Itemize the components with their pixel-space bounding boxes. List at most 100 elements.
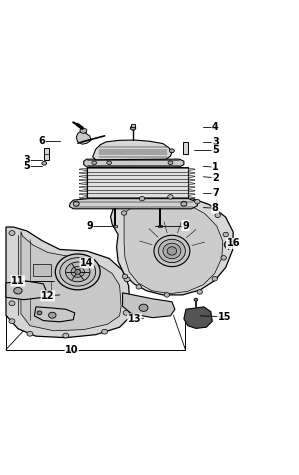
Ellipse shape <box>168 161 173 164</box>
Polygon shape <box>79 190 87 192</box>
Ellipse shape <box>121 211 127 215</box>
Ellipse shape <box>158 239 185 263</box>
Ellipse shape <box>123 311 129 315</box>
Polygon shape <box>76 132 91 144</box>
Ellipse shape <box>195 200 200 204</box>
Text: 8: 8 <box>212 203 219 213</box>
Text: 1: 1 <box>212 162 219 172</box>
Bar <box>158 225 162 227</box>
Polygon shape <box>21 231 121 331</box>
Text: 6: 6 <box>39 136 45 146</box>
Ellipse shape <box>48 312 56 318</box>
Ellipse shape <box>181 201 187 206</box>
Polygon shape <box>123 293 175 318</box>
Text: 7: 7 <box>212 188 219 198</box>
Polygon shape <box>79 182 87 185</box>
Polygon shape <box>188 172 195 174</box>
Ellipse shape <box>154 235 190 266</box>
Polygon shape <box>188 175 195 178</box>
Polygon shape <box>87 167 188 202</box>
Polygon shape <box>80 128 87 133</box>
Ellipse shape <box>225 242 231 247</box>
Ellipse shape <box>139 304 148 311</box>
Polygon shape <box>188 182 195 185</box>
Bar <box>33 281 51 290</box>
Ellipse shape <box>215 213 220 218</box>
Ellipse shape <box>164 293 170 297</box>
Bar <box>113 225 117 227</box>
Polygon shape <box>79 179 87 181</box>
Polygon shape <box>79 175 87 178</box>
Polygon shape <box>93 140 172 160</box>
Ellipse shape <box>168 195 173 199</box>
Text: 9: 9 <box>86 220 93 230</box>
Bar <box>131 124 135 127</box>
Polygon shape <box>188 168 195 171</box>
Ellipse shape <box>9 301 15 306</box>
Text: 13: 13 <box>128 314 141 324</box>
Ellipse shape <box>139 196 145 201</box>
Ellipse shape <box>71 266 85 277</box>
Text: 16: 16 <box>226 238 240 248</box>
Ellipse shape <box>170 149 174 153</box>
Ellipse shape <box>42 162 47 165</box>
Polygon shape <box>6 227 130 338</box>
Ellipse shape <box>60 257 96 286</box>
Text: 3: 3 <box>212 137 219 147</box>
Bar <box>183 142 188 154</box>
Text: 2: 2 <box>212 173 219 183</box>
Ellipse shape <box>124 277 130 282</box>
Ellipse shape <box>102 329 108 334</box>
Polygon shape <box>79 200 87 202</box>
Ellipse shape <box>223 232 228 237</box>
Polygon shape <box>84 159 184 167</box>
Polygon shape <box>188 200 195 202</box>
Text: 14: 14 <box>80 258 94 268</box>
Ellipse shape <box>9 319 15 323</box>
Ellipse shape <box>55 254 100 290</box>
Text: 5: 5 <box>212 145 219 155</box>
Polygon shape <box>188 197 195 199</box>
Ellipse shape <box>163 243 181 259</box>
Ellipse shape <box>27 332 33 336</box>
Text: 15: 15 <box>217 312 231 322</box>
Ellipse shape <box>167 247 177 255</box>
Ellipse shape <box>122 274 128 279</box>
Ellipse shape <box>136 285 141 289</box>
Text: 5: 5 <box>24 162 30 171</box>
Ellipse shape <box>65 262 90 282</box>
Ellipse shape <box>212 276 217 281</box>
Polygon shape <box>79 193 87 195</box>
Polygon shape <box>79 168 87 171</box>
Text: 11: 11 <box>11 276 25 286</box>
Ellipse shape <box>107 161 112 164</box>
Ellipse shape <box>130 126 136 130</box>
Ellipse shape <box>197 290 202 294</box>
Polygon shape <box>69 199 197 209</box>
Ellipse shape <box>92 161 97 164</box>
Polygon shape <box>79 172 87 174</box>
Polygon shape <box>111 193 233 295</box>
Polygon shape <box>79 197 87 199</box>
Ellipse shape <box>9 231 15 236</box>
Ellipse shape <box>37 311 42 315</box>
Polygon shape <box>224 241 232 248</box>
Polygon shape <box>188 190 195 192</box>
Polygon shape <box>79 186 87 188</box>
Polygon shape <box>6 281 46 300</box>
Text: 3: 3 <box>24 155 30 165</box>
Polygon shape <box>34 307 75 322</box>
Ellipse shape <box>221 256 226 260</box>
Polygon shape <box>188 179 195 181</box>
Ellipse shape <box>63 333 69 338</box>
Bar <box>33 265 51 276</box>
Text: 4: 4 <box>212 122 219 132</box>
Ellipse shape <box>14 287 22 294</box>
Polygon shape <box>188 193 195 195</box>
Ellipse shape <box>75 269 81 274</box>
Ellipse shape <box>194 298 198 301</box>
Ellipse shape <box>73 201 79 206</box>
Polygon shape <box>124 200 223 294</box>
Text: 10: 10 <box>65 345 79 355</box>
Text: 12: 12 <box>41 291 55 301</box>
